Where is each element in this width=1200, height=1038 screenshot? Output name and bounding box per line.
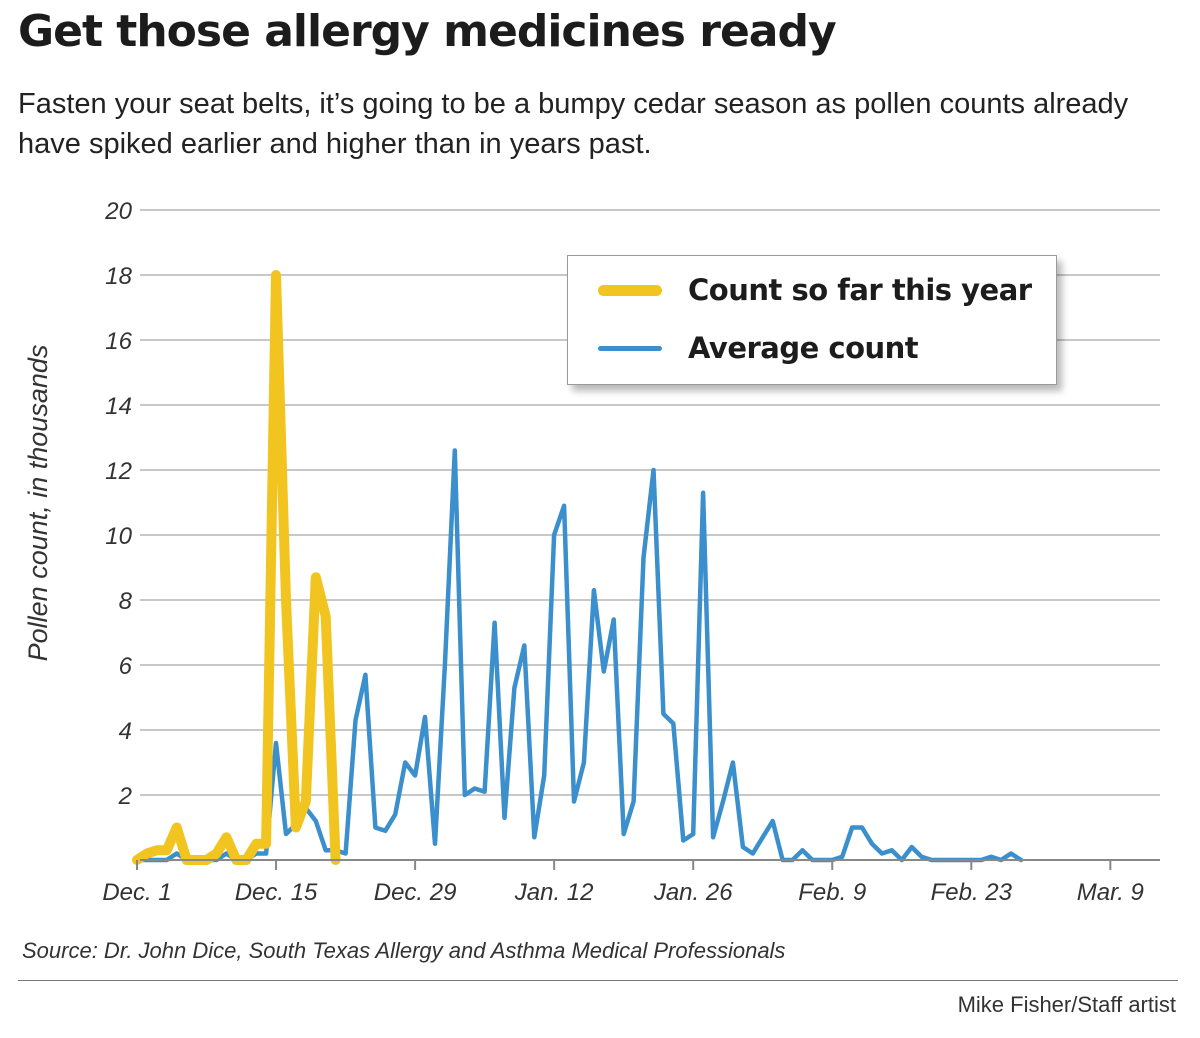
y-tick-label: 18: [105, 263, 132, 290]
axes: 2 4 6 8 10 12 14 16 18 20 Dec. 1 Dec. 15 Dec. 29 Jan.…: [102, 198, 1160, 906]
pollen-line-chart: 2 4 6 8 10 12 14 16 18 20 Dec. 1 Dec. 15 Dec. 29 Jan.…: [23, 198, 1160, 906]
artist-credit: Mike Fisher/Staff artist: [957, 992, 1176, 1017]
legend-item-average: Average count: [598, 328, 919, 368]
series-line-this-year: [132, 270, 341, 865]
y-tick-label: 12: [105, 458, 132, 485]
legend-label-this-year: Count so far this year: [688, 273, 1032, 307]
legend: Count so far this year Average count: [567, 255, 1057, 385]
y-tick-label: 4: [119, 718, 132, 745]
series-line-average: [134, 448, 1024, 863]
legend-swatch-average: [598, 345, 662, 351]
x-tick-label: Dec. 1: [102, 879, 171, 906]
y-tick-label: 6: [119, 653, 133, 680]
x-tick-label: Feb. 23: [931, 879, 1013, 906]
y-axis-label: Pollen count, in thousands: [23, 345, 53, 662]
y-tick-label: 10: [105, 523, 132, 550]
y-tick-label: 2: [118, 783, 132, 810]
x-tick-label: Feb. 9: [798, 879, 866, 906]
x-tick-label: Jan. 26: [653, 879, 733, 906]
chart-subtitle: Fasten your seat belts, it’s going to be…: [18, 88, 1129, 160]
x-tick-label: Dec. 29: [374, 879, 457, 906]
source-note: Source: Dr. John Dice, South Texas Aller…: [22, 938, 786, 963]
legend-label-average: Average count: [688, 331, 919, 365]
y-tick-label: 16: [105, 328, 132, 355]
y-tick-label: 14: [105, 393, 132, 420]
legend-swatch-this-year: [598, 284, 662, 296]
y-tick-label: 20: [104, 198, 132, 225]
x-tick-label: Jan. 12: [514, 879, 594, 906]
x-tick-label: Dec. 15: [235, 879, 318, 906]
footer-divider: [18, 980, 1178, 981]
y-tick-label: 8: [119, 588, 133, 615]
chart-title: Get those allergy medicines ready: [18, 6, 837, 57]
x-tick-label: Mar. 9: [1077, 879, 1144, 906]
legend-item-this-year: Count so far this year: [598, 270, 1032, 310]
